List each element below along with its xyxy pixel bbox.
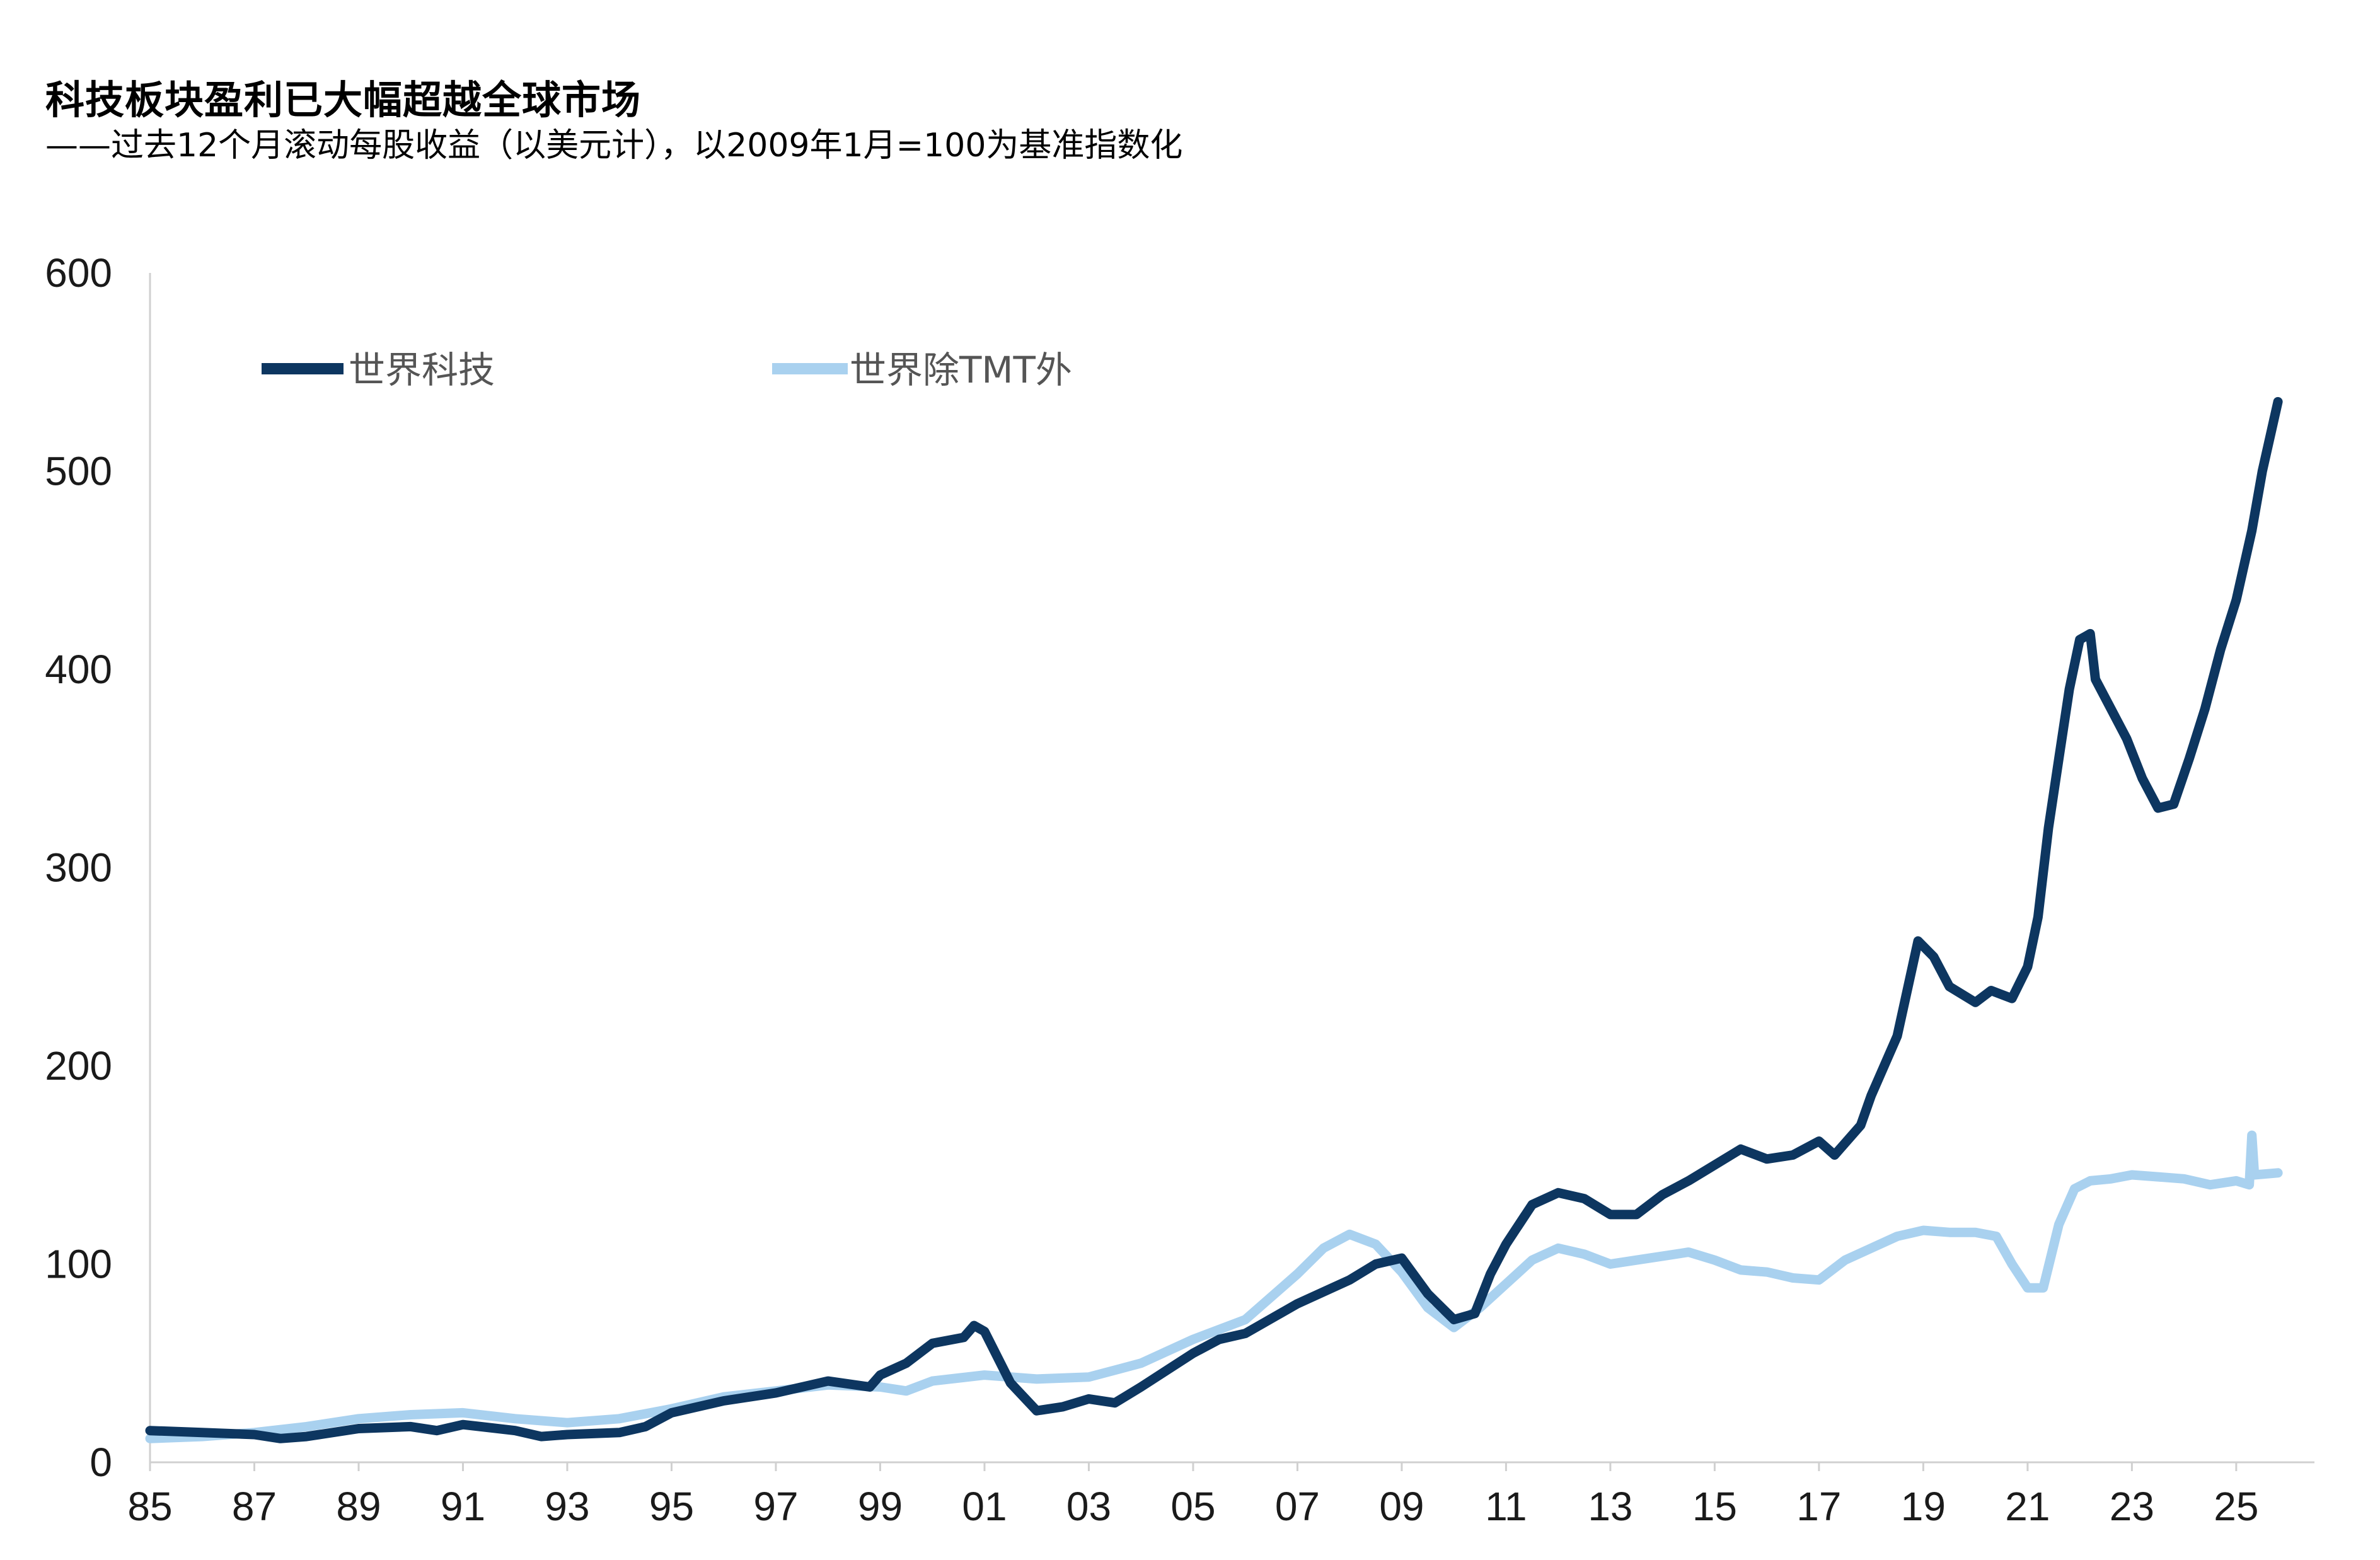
y-tick-label: 300 (45, 845, 112, 891)
x-tick-label: 05 (1170, 1484, 1215, 1529)
y-tick-label: 600 (45, 250, 112, 296)
x-tick-label: 87 (232, 1484, 277, 1529)
x-axis-ticks: 85 87 89 91 93 95 97 99 01 03 05 07 09 11 13 15 17 19 21 23… (127, 1462, 2258, 1529)
series-line-ex-tmt (145, 1130, 2283, 1443)
x-tick-label: 85 (127, 1484, 172, 1529)
series-line-tech (145, 396, 2283, 1443)
x-tick-label: 25 (2214, 1484, 2258, 1529)
legend-label-ex-tmt: 世界除TMT外 (850, 349, 1072, 391)
x-tick-label: 07 (1275, 1484, 1320, 1529)
x-tick-label: 11 (1485, 1484, 1527, 1529)
x-tick-label: 89 (336, 1484, 381, 1529)
x-tick-label: 13 (1588, 1484, 1632, 1529)
chart-subtitle: ——过去12个月滚动每股收益（以美元计），以2009年1月=100为基准指数化 (45, 127, 1183, 165)
chart-axes (149, 273, 2314, 1464)
x-tick-label: 97 (753, 1484, 798, 1529)
x-tick-label: 23 (2110, 1484, 2154, 1529)
chart-title: 科技板块盈利已大幅超越全球市场 (45, 77, 642, 123)
x-tick-label: 91 (441, 1484, 485, 1529)
x-tick-label: 19 (1901, 1484, 1946, 1529)
x-tick-label: 01 (962, 1484, 1007, 1529)
y-tick-label: 100 (45, 1242, 112, 1287)
x-tick-label: 95 (649, 1484, 694, 1529)
x-tick-label: 17 (1796, 1484, 1841, 1529)
y-tick-label: 200 (45, 1043, 112, 1089)
x-tick-label: 15 (1692, 1484, 1737, 1529)
y-axis-ticks: 0 100 200 300 400 500 600 (45, 250, 112, 1485)
x-tick-label: 03 (1066, 1484, 1111, 1529)
x-tick-label: 99 (858, 1484, 903, 1529)
chart-series (145, 396, 2283, 1443)
legend-label-tech: 世界科技 (349, 349, 495, 391)
y-tick-label: 500 (45, 449, 112, 494)
y-tick-label: 400 (45, 647, 112, 692)
x-tick-label: 93 (545, 1484, 589, 1529)
x-tick-label: 21 (2005, 1484, 2050, 1529)
x-tick-label: 09 (1379, 1484, 1424, 1529)
chart-legend: 世界科技 世界除TMT外 (262, 349, 1072, 391)
y-tick-label: 0 (90, 1440, 112, 1485)
